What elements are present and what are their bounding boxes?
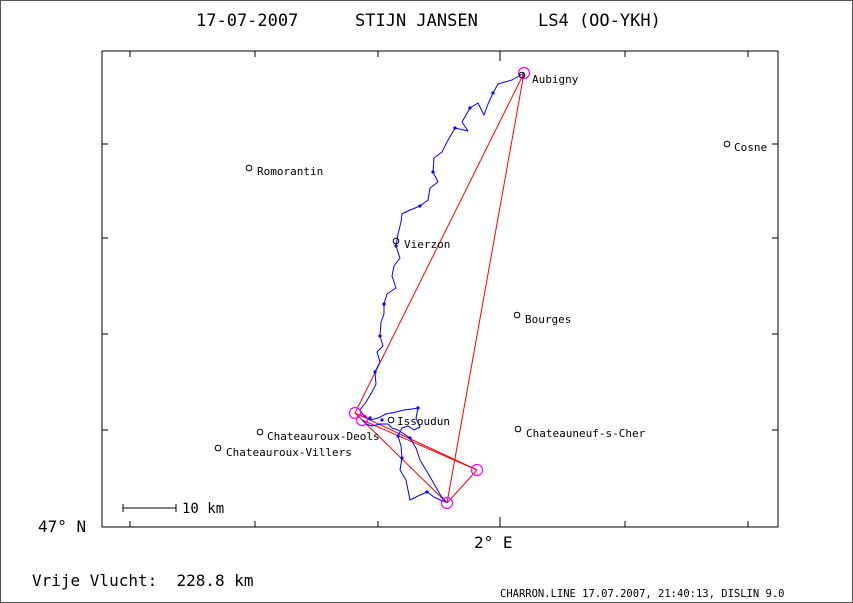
thermal-dot-4 (431, 170, 435, 174)
thermal-dot-16 (368, 416, 372, 420)
town-label-chateauneuf-s-cher: Chateauneuf-s-Cher (526, 427, 646, 440)
town-marker-romorantin (245, 164, 253, 172)
aircraft-id: LS4 (OO-YKH) (538, 11, 661, 31)
track-line (359, 72, 525, 503)
thermal-dot-15 (380, 418, 384, 422)
turnpoint-marker-1 (517, 66, 531, 80)
town-marker-chateauneuf-s-cher (514, 425, 522, 433)
distance-summary: Vrije Vlucht: 228.8 km (32, 571, 254, 590)
task-leg-6 (361, 419, 478, 471)
town-label-cosne: Cosne (734, 141, 767, 154)
left-ticks (102, 143, 108, 431)
town-marker-chateauroux-villers (214, 444, 222, 452)
scale-bar: 10 km (122, 501, 224, 517)
town-marker-cosne (723, 140, 731, 148)
turnpoints (348, 66, 531, 510)
right-ticks (772, 143, 778, 431)
longitude-label: 2° E (474, 533, 513, 552)
turnpoint-marker-3 (440, 496, 454, 510)
thermal-dot-10 (416, 406, 420, 410)
task-lines (354, 72, 525, 504)
task-leg-4 (354, 412, 478, 471)
software-info: CHARRON.LINE 17.07.2007, 21:40:13, DISLI… (500, 588, 784, 600)
turnpoint-marker-2 (348, 406, 362, 420)
town-marker-bourges (513, 311, 521, 319)
town-marker-chateauroux-deols (256, 428, 264, 436)
plot-frame (101, 50, 779, 528)
task-leg-2 (446, 72, 525, 504)
turnpoint-marker-5 (355, 413, 369, 427)
flight-track (359, 72, 525, 503)
town-marker-aubigny (518, 71, 526, 79)
thermal-dot-1 (491, 91, 495, 95)
turnpoint-marker-4 (470, 463, 484, 477)
flight-date: 17-07-2007 (196, 11, 298, 31)
thermal-dot-5 (418, 204, 422, 208)
town-label-issoudun: Issoudun (397, 415, 450, 428)
latitude-label: 47° N (38, 517, 86, 536)
town-marker-issoudun (387, 416, 395, 424)
task-leg-1 (354, 72, 525, 414)
town-label-chateauroux-villers: Chateauroux-Villers (226, 446, 352, 459)
thermal-dot-3 (453, 126, 457, 130)
thermal-dot-2 (468, 106, 472, 110)
thermal-dot-13 (425, 490, 429, 494)
town-label-vierzon: Vierzon (404, 238, 450, 251)
town-label-aubigny: Aubigny (532, 73, 579, 86)
bottom-ticks (129, 517, 749, 527)
scale-bar-label: 10 km (182, 501, 224, 517)
task-leg-5 (446, 469, 478, 504)
town-label-bourges: Bourges (525, 313, 571, 326)
thermal-dot-11 (396, 434, 400, 438)
thermal-dot-14 (408, 436, 412, 440)
town-marker-vierzon (392, 237, 400, 245)
town-label-romorantin: Romorantin (257, 165, 323, 178)
thermal-dot-12 (400, 456, 404, 460)
top-ticks (129, 51, 749, 61)
town-label-chateauroux-deols: Chateauroux-Deols (267, 430, 380, 443)
thermal-dot-8 (378, 334, 382, 338)
thermal-dot-6 (394, 244, 398, 248)
pilot-name: STIJN JANSEN (355, 11, 478, 31)
towns: Aubigny Cosne Romorantin Vierzon Bourges Isso… (214, 71, 767, 459)
thermal-dot-7 (382, 302, 386, 306)
thermal-dot-9 (373, 370, 377, 374)
